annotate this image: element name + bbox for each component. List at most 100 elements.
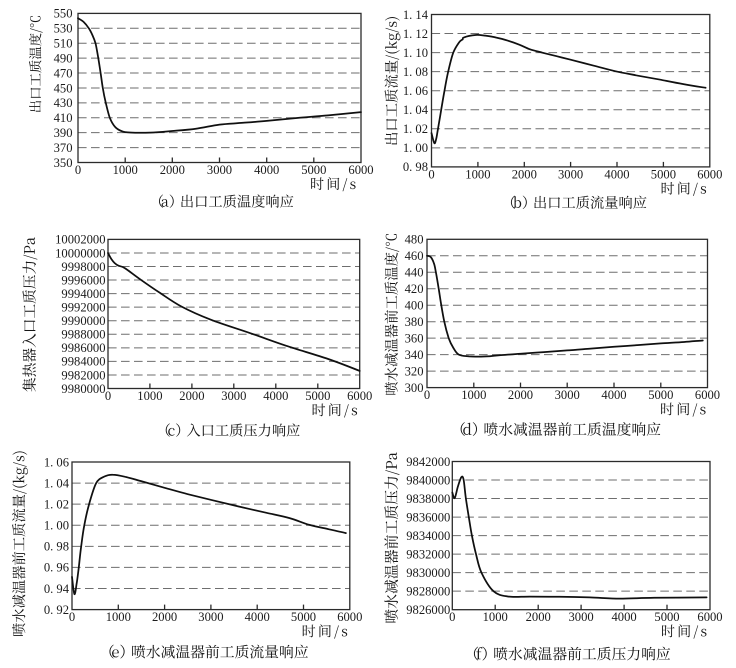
svg-text:5000: 5000 [301, 163, 326, 177]
svg-text:1. 06: 1. 06 [44, 455, 69, 469]
svg-text:4000: 4000 [245, 610, 270, 624]
svg-text:5000: 5000 [305, 389, 330, 403]
svg-text:1. 04: 1. 04 [403, 103, 429, 117]
svg-text:2000: 2000 [160, 163, 185, 177]
svg-text:9994000: 9994000 [61, 287, 105, 301]
svg-text:0: 0 [105, 389, 111, 403]
svg-text:2000: 2000 [152, 610, 177, 624]
svg-text:9988000: 9988000 [61, 328, 105, 342]
svg-text:9840000: 9840000 [406, 473, 450, 487]
svg-text:0: 0 [449, 610, 455, 624]
svg-text:490: 490 [54, 51, 73, 65]
svg-text:6000: 6000 [347, 389, 372, 403]
svg-text:0. 96: 0. 96 [44, 561, 69, 575]
svg-text:0: 0 [428, 167, 434, 181]
svg-text:360: 360 [405, 331, 424, 345]
svg-text:6000: 6000 [337, 610, 362, 624]
svg-text:420: 420 [405, 282, 424, 296]
svg-text:430: 430 [54, 96, 73, 110]
svg-text:10000000: 10000000 [55, 246, 105, 260]
svg-text:1000: 1000 [461, 388, 486, 402]
svg-text:440: 440 [405, 266, 424, 280]
svg-text:1. 02: 1. 02 [44, 497, 69, 511]
svg-text:0: 0 [69, 610, 75, 624]
svg-text:320: 320 [405, 364, 424, 378]
svg-text:1. 00: 1. 00 [44, 519, 69, 533]
svg-text:410: 410 [54, 111, 73, 125]
svg-text:530: 530 [54, 22, 73, 36]
svg-text:1. 04: 1. 04 [44, 476, 70, 490]
svg-text:4000: 4000 [263, 389, 288, 403]
svg-text:450: 450 [54, 81, 73, 95]
svg-text:9830000: 9830000 [406, 566, 450, 580]
svg-text:6000: 6000 [697, 610, 722, 624]
svg-text:480: 480 [405, 233, 424, 247]
svg-text:9992000: 9992000 [61, 300, 105, 314]
svg-text:3000: 3000 [221, 389, 246, 403]
svg-text:380: 380 [405, 315, 424, 329]
svg-text:9826000: 9826000 [406, 603, 450, 617]
svg-text:9836000: 9836000 [406, 510, 450, 524]
svg-text:2000: 2000 [508, 388, 533, 402]
svg-text:5000: 5000 [648, 388, 673, 402]
svg-text:2000: 2000 [512, 167, 537, 181]
svg-text:9980000: 9980000 [61, 382, 105, 396]
svg-text:1000: 1000 [483, 610, 508, 624]
svg-text:3000: 3000 [207, 163, 232, 177]
svg-text:9998000: 9998000 [61, 260, 105, 274]
svg-text:6000: 6000 [697, 167, 722, 181]
svg-text:1000: 1000 [106, 610, 131, 624]
svg-text:1. 10: 1. 10 [403, 46, 428, 60]
svg-text:1. 06: 1. 06 [403, 84, 428, 98]
svg-text:9986000: 9986000 [61, 341, 105, 355]
svg-text:4000: 4000 [254, 163, 279, 177]
svg-text:3000: 3000 [569, 610, 594, 624]
svg-text:510: 510 [54, 37, 73, 51]
svg-text:6000: 6000 [348, 163, 373, 177]
svg-text:2000: 2000 [526, 610, 551, 624]
svg-text:460: 460 [405, 249, 424, 263]
svg-text:5000: 5000 [291, 610, 316, 624]
svg-text:9842000: 9842000 [406, 455, 450, 469]
svg-text:9834000: 9834000 [406, 529, 450, 543]
svg-text:6000: 6000 [695, 388, 720, 402]
svg-text:9982000: 9982000 [61, 368, 105, 382]
svg-text:1000: 1000 [113, 163, 138, 177]
svg-text:400: 400 [405, 299, 424, 313]
svg-text:4000: 4000 [601, 388, 626, 402]
svg-text:1. 14: 1. 14 [403, 8, 429, 22]
svg-text:9832000: 9832000 [406, 547, 450, 561]
svg-text:4000: 4000 [612, 610, 637, 624]
svg-text:9828000: 9828000 [406, 584, 450, 598]
svg-text:0: 0 [424, 388, 430, 402]
svg-text:550: 550 [54, 7, 73, 21]
svg-text:3000: 3000 [558, 167, 583, 181]
svg-text:350: 350 [54, 156, 73, 170]
svg-text:2000: 2000 [179, 389, 204, 403]
svg-text:370: 370 [54, 141, 73, 155]
svg-text:1000: 1000 [465, 167, 490, 181]
svg-text:9990000: 9990000 [61, 314, 105, 328]
svg-text:390: 390 [54, 126, 73, 140]
svg-text:0. 98: 0. 98 [44, 540, 69, 554]
svg-text:9838000: 9838000 [406, 492, 450, 506]
svg-text:0: 0 [75, 163, 81, 177]
svg-text:300: 300 [405, 381, 424, 395]
svg-text:9984000: 9984000 [61, 355, 105, 369]
svg-text:470: 470 [54, 66, 73, 80]
svg-text:1. 00: 1. 00 [403, 141, 428, 155]
svg-text:340: 340 [405, 348, 424, 362]
svg-text:0. 94: 0. 94 [44, 582, 70, 596]
svg-text:0. 92: 0. 92 [44, 603, 69, 617]
svg-text:5000: 5000 [651, 167, 676, 181]
svg-text:1000: 1000 [137, 389, 162, 403]
svg-text:10002000: 10002000 [55, 233, 105, 247]
svg-text:3000: 3000 [555, 388, 580, 402]
svg-text:1. 12: 1. 12 [403, 27, 428, 41]
svg-text:1. 08: 1. 08 [403, 65, 428, 79]
svg-text:1. 02: 1. 02 [403, 122, 428, 136]
svg-text:0. 98: 0. 98 [403, 160, 428, 174]
svg-text:5000: 5000 [654, 610, 679, 624]
svg-text:4000: 4000 [604, 167, 629, 181]
svg-text:9996000: 9996000 [61, 273, 105, 287]
